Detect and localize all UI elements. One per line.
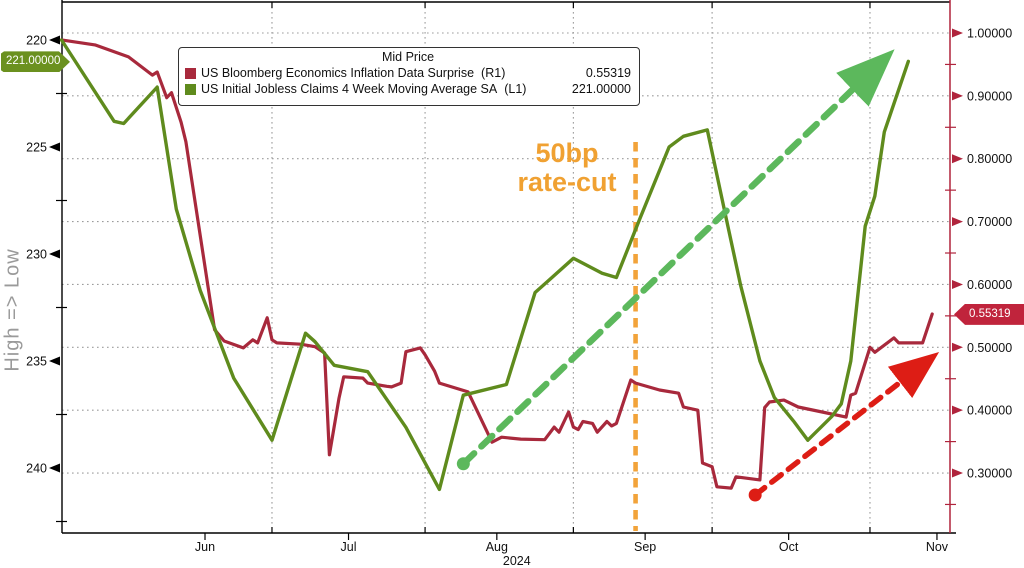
- right-tick-label: 0.60000: [967, 278, 1012, 292]
- year-label: 2024: [503, 554, 531, 568]
- right-tick-arrow: [952, 154, 963, 164]
- left-axis-title: High => Low: [1, 248, 24, 372]
- right-tick-label: 0.80000: [967, 152, 1012, 166]
- legend-swatch-green: [185, 83, 196, 95]
- last-value-badge-inflation-surprise: 0.55319: [954, 303, 1024, 325]
- month-label: Sep: [634, 540, 656, 554]
- series-line-l1: [59, 38, 910, 492]
- right-tick-label: 0.70000: [967, 215, 1012, 229]
- right-tick-arrow: [952, 342, 963, 352]
- right-tick-arrow: [952, 217, 963, 227]
- series-line-r1: [59, 38, 934, 490]
- legend-value: 0.55319: [585, 66, 631, 80]
- right-tick-arrow: [952, 91, 963, 101]
- left-tick-label: 240: [26, 462, 47, 476]
- right-tick-label: 0.50000: [967, 341, 1012, 355]
- last-value-badge-jobless-claims: 221.00000: [1, 51, 70, 73]
- right-tick-label: 0.30000: [967, 467, 1012, 481]
- trend-arrow-red: [752, 352, 940, 498]
- legend-value: 221.00000: [571, 82, 631, 96]
- left-tick-arrow: [49, 356, 60, 366]
- right-tick-label: 1.00000: [967, 27, 1012, 41]
- right-tick-arrow: [952, 405, 963, 415]
- right-tick-arrow: [952, 468, 963, 478]
- month-label: Oct: [779, 540, 799, 554]
- legend-label: US Bloomberg Economics Inflation Data Su…: [201, 66, 475, 80]
- month-label: Jul: [341, 540, 357, 554]
- legend-title: Mid Price: [381, 50, 435, 64]
- legend-row-inflation-surprise: US Bloomberg Economics Inflation Data Su…: [185, 65, 631, 81]
- trend-arrow-start-dot: [748, 488, 762, 502]
- right-tick-arrow: [952, 279, 963, 289]
- rate-cut-annotation-line2: rate-cut: [517, 166, 617, 197]
- left-tick-label: 225: [26, 141, 47, 155]
- month-label: Aug: [486, 540, 508, 554]
- month-label: Jun: [195, 540, 215, 554]
- left-tick-arrow: [49, 35, 60, 45]
- legend-swatch-red: [185, 67, 196, 79]
- left-tick-arrow: [49, 463, 60, 473]
- trend-arrow-start-dot: [456, 457, 470, 471]
- right-tick-label: 0.90000: [967, 89, 1012, 103]
- left-tick-arrow: [49, 142, 60, 152]
- legend-axis-tag: (R1): [481, 66, 506, 80]
- rate-cut-annotation: 50bp rate-cut: [517, 139, 616, 197]
- trend-arrow-green: [460, 49, 895, 467]
- legend-row-jobless-claims: US Initial Jobless Claims 4 Week Moving …: [185, 81, 631, 97]
- left-tick-arrow: [49, 249, 60, 259]
- right-tick-arrow: [952, 28, 963, 38]
- legend-axis-tag: (L1): [504, 82, 527, 96]
- month-label: Nov: [926, 540, 949, 554]
- left-tick-label: 235: [26, 355, 47, 369]
- legend-box: Mid Price US Bloomberg Economics Inflati…: [178, 47, 640, 106]
- left-tick-label: 220: [26, 34, 47, 48]
- right-tick-label: 0.40000: [967, 404, 1012, 418]
- legend-label: US Initial Jobless Claims 4 Week Moving …: [201, 82, 498, 96]
- rate-cut-annotation-line1: 50bp: [535, 138, 599, 168]
- left-tick-label: 230: [26, 248, 47, 262]
